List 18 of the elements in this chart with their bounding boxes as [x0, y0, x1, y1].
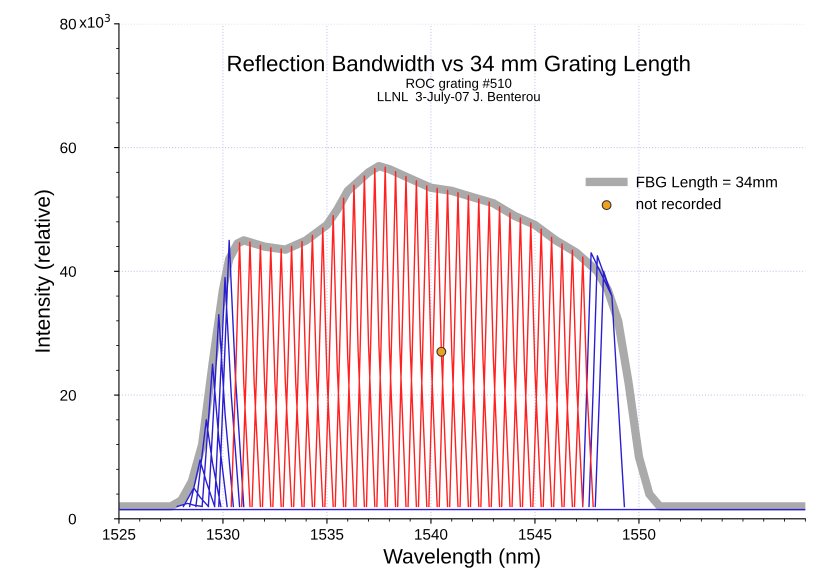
y-tick-label: 0 — [68, 514, 76, 525]
x-tick-label: 1535 — [311, 528, 344, 540]
y-axis-title: Intensity (relative) — [34, 190, 54, 352]
legend-label: not recorded — [636, 198, 720, 210]
x-tick-label: 1545 — [519, 529, 552, 540]
y-tick-label: 20 — [60, 390, 76, 401]
x-axis-title: Wavelength (nm) — [383, 548, 540, 568]
x-tick-label: 1530 — [207, 528, 240, 540]
text: x10$^{3}$ — [79, 14, 110, 28]
y-tick-label: 60 — [60, 142, 76, 154]
x-tick-label: 1525 — [103, 528, 136, 540]
x-tick-label: 1550 — [623, 528, 656, 540]
x-tick-label: 1540 — [415, 528, 448, 540]
text: Reflection Bandwidth vs 34 mm Grating Length — [228, 55, 690, 76]
text: ROC grating #510 LLNL 3-July-07 J. Benterou — [378, 78, 540, 104]
legend-label: FBG Length = 34mm — [636, 176, 777, 190]
y-tick-label: 80 — [60, 18, 76, 30]
y-tick-label: 40 — [60, 266, 76, 278]
